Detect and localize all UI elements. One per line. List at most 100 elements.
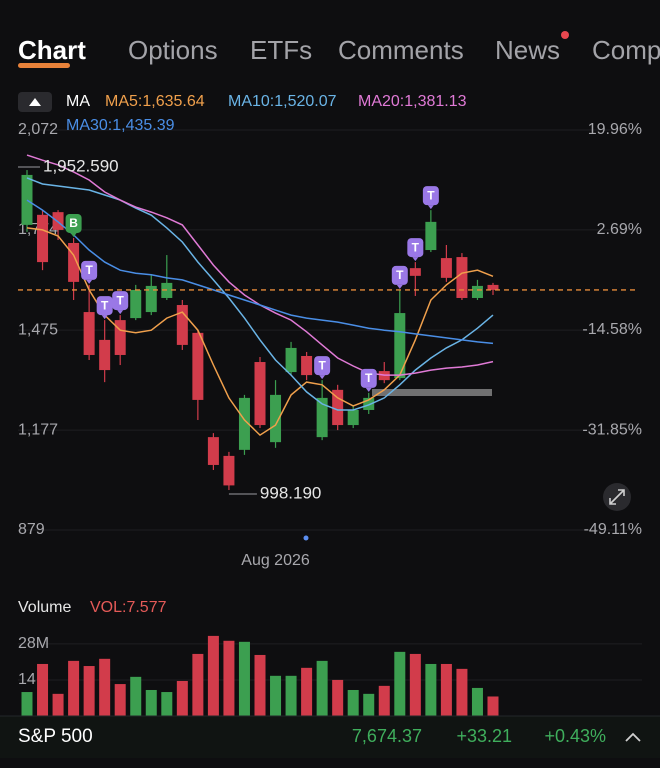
marker-pointer [319, 375, 326, 380]
candle-body [332, 389, 344, 426]
quote-bar[interactable] [0, 716, 660, 758]
ma-line [26, 177, 494, 411]
trade-marker[interactable]: T [422, 186, 439, 210]
volume-bar [207, 635, 219, 716]
candle-body [99, 339, 111, 371]
marker-pointer [365, 387, 372, 392]
volume-value: VOL:7.577 [90, 599, 167, 616]
tab-etfs[interactable]: ETFs [250, 35, 312, 65]
ma-legend: MA5:1,635.64 [105, 93, 205, 110]
indicator-name[interactable]: MA [66, 93, 90, 110]
volume-bar [425, 663, 437, 716]
tab-comp[interactable]: Comp [592, 35, 660, 65]
candle-body [114, 320, 126, 355]
trade-marker[interactable]: T [407, 238, 424, 262]
candle-body [394, 313, 406, 379]
trade-marker[interactable]: B [65, 213, 82, 237]
trade-marker[interactable]: T [81, 260, 98, 284]
y-tick-label: 879 [18, 521, 45, 538]
volume-bar [487, 696, 499, 716]
candle-body [425, 221, 437, 251]
volume-bar [332, 679, 344, 716]
ma-legend: MA20:1,381.13 [358, 93, 467, 110]
y-tick-label: 2,072 [18, 121, 58, 138]
y2-tick-label: -14.58% [582, 321, 642, 338]
volume-bar [440, 663, 452, 716]
quote-change: +33.21 [456, 726, 512, 746]
volume-bar [270, 675, 282, 716]
candle-body [409, 268, 421, 276]
candle-body [37, 214, 49, 263]
volume-bar [68, 660, 80, 716]
marker-pointer [412, 257, 419, 262]
tab-chart[interactable]: Chart [18, 35, 86, 65]
marker-pointer [117, 310, 124, 315]
candle-body [347, 409, 359, 426]
volume-bar [192, 653, 204, 716]
trade-marker[interactable]: T [391, 265, 408, 289]
volume-bar [130, 676, 142, 716]
volume-bar [363, 693, 375, 716]
button-arrow [29, 98, 41, 106]
trade-marker[interactable]: T [96, 296, 113, 320]
volume-bar [471, 687, 483, 716]
candle-body [254, 362, 266, 426]
quote-price: 7,674.37 [352, 726, 422, 746]
marker-label: T [396, 268, 404, 282]
volume-bar [378, 685, 390, 716]
volume-bar [394, 651, 406, 716]
candle-body [471, 285, 483, 298]
marker-label: T [85, 263, 93, 277]
candle-body [68, 242, 80, 282]
marker-label: T [117, 293, 125, 307]
ma-legend: MA30:1,435.39 [66, 117, 175, 134]
level-bar [372, 389, 492, 396]
trade-marker[interactable]: T [360, 368, 377, 392]
bottom-strip [0, 758, 660, 768]
marker-label: T [365, 371, 373, 385]
volume-bar [145, 689, 157, 716]
volume-bar [52, 693, 64, 716]
candle-body [83, 312, 95, 355]
marker-label: T [101, 298, 109, 312]
candle-body [238, 397, 250, 450]
volume-title: Volume [18, 599, 71, 616]
marker-badge [407, 238, 424, 258]
candle-body [207, 437, 219, 465]
volume-bar [347, 689, 359, 716]
y2-tick-label: -49.11% [584, 521, 642, 538]
tab-news[interactable]: News [495, 35, 560, 65]
fullscreen-button[interactable] [603, 483, 631, 511]
candle-body [130, 289, 142, 319]
marker-pointer [70, 232, 77, 237]
y-tick-label: 1,475 [18, 321, 58, 338]
volume-bar [238, 641, 250, 716]
candle-body [145, 285, 157, 313]
trade-marker[interactable]: T [112, 291, 129, 315]
marker-badge [391, 265, 408, 285]
marker-badge [65, 213, 82, 233]
marker-label: T [412, 240, 420, 254]
candle-body [363, 397, 375, 410]
quote-name: S&P 500 [18, 726, 93, 747]
volume-bar [161, 692, 173, 716]
volume-bar [456, 668, 468, 716]
candle-body [192, 332, 204, 400]
tab-comments[interactable]: Comments [338, 35, 464, 65]
tab-options[interactable]: Options [128, 35, 218, 65]
candle-body [301, 355, 313, 376]
marker-pointer [101, 315, 108, 320]
candle-body [456, 257, 468, 298]
volume-bar [114, 684, 126, 716]
marker-badge [81, 260, 98, 280]
expand-chevron[interactable] [625, 732, 641, 742]
volume-bar [316, 660, 328, 716]
collapse-button[interactable] [18, 92, 52, 112]
annotation-label: 998.190 [260, 484, 321, 503]
trade-marker[interactable]: T [314, 356, 331, 380]
volume-bar [37, 663, 49, 716]
marker-pointer [427, 205, 434, 210]
